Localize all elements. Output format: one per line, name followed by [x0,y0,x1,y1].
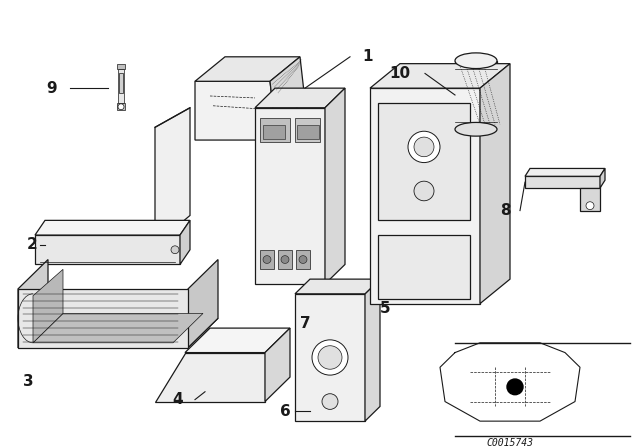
Circle shape [586,202,594,210]
Polygon shape [35,235,180,264]
Polygon shape [18,259,48,348]
Polygon shape [580,188,600,211]
Polygon shape [480,64,510,304]
Text: 1: 1 [363,49,373,65]
Circle shape [414,137,434,157]
Polygon shape [180,220,190,264]
Polygon shape [33,269,63,343]
Circle shape [507,379,523,395]
Polygon shape [600,168,605,188]
Ellipse shape [455,53,497,69]
Polygon shape [155,108,190,245]
Polygon shape [525,168,605,177]
Polygon shape [195,57,300,81]
Text: 10: 10 [389,66,411,81]
Polygon shape [195,81,275,140]
Polygon shape [296,250,310,269]
Polygon shape [185,328,290,353]
Polygon shape [295,279,380,294]
Circle shape [408,131,440,163]
Polygon shape [263,125,285,139]
Polygon shape [295,117,320,142]
Circle shape [312,340,348,375]
Polygon shape [378,103,470,220]
Circle shape [171,246,179,254]
Polygon shape [260,250,274,269]
Text: C0015743: C0015743 [486,438,534,448]
Polygon shape [525,177,600,188]
Polygon shape [33,314,203,343]
Text: 8: 8 [500,203,510,218]
Polygon shape [188,259,218,348]
Text: 9: 9 [47,81,58,95]
Polygon shape [270,57,305,125]
Polygon shape [370,64,510,88]
Polygon shape [255,88,345,108]
Polygon shape [255,108,325,284]
Text: 6: 6 [280,404,291,419]
Polygon shape [118,69,124,103]
Polygon shape [155,353,265,401]
Text: 7: 7 [300,316,310,331]
Polygon shape [278,250,292,269]
Circle shape [263,256,271,263]
Ellipse shape [455,122,497,136]
Circle shape [281,256,289,263]
Polygon shape [378,235,470,299]
Polygon shape [18,289,188,348]
Polygon shape [325,88,345,284]
Polygon shape [35,220,190,235]
Polygon shape [18,319,218,348]
Circle shape [414,181,434,201]
Polygon shape [455,61,497,129]
Text: 3: 3 [22,375,33,389]
Polygon shape [365,279,380,421]
Text: 5: 5 [380,301,390,316]
Polygon shape [117,103,125,110]
Polygon shape [297,125,319,139]
Text: 4: 4 [173,392,183,407]
Polygon shape [370,88,480,304]
Polygon shape [260,117,290,142]
Circle shape [118,104,124,110]
Polygon shape [117,64,125,69]
Text: 2: 2 [27,237,37,252]
Polygon shape [119,73,123,93]
Circle shape [322,394,338,409]
Polygon shape [295,294,365,421]
Polygon shape [265,328,290,401]
Circle shape [318,346,342,369]
Circle shape [299,256,307,263]
